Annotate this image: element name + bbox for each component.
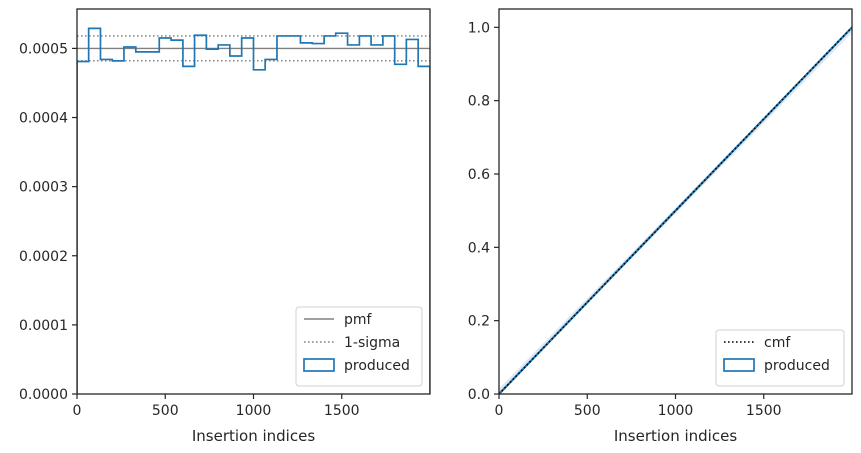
- y-tick-label: 0.0: [468, 387, 490, 403]
- x-tick-label: 0: [495, 403, 504, 419]
- legend-box: [295, 306, 423, 387]
- y-tick-label: 0.0001: [19, 318, 68, 334]
- x-tick-label: 1500: [746, 403, 782, 419]
- x-tick-label: 500: [152, 403, 179, 419]
- x-tick-label: 1500: [324, 403, 360, 419]
- legend-handle-produced: [723, 358, 755, 372]
- legend: pmf 1-sigma produced: [295, 306, 423, 387]
- legend-label: produced: [764, 358, 830, 374]
- legend-label: produced: [344, 358, 410, 374]
- legend-label: cmf: [764, 335, 791, 351]
- cmf-line: [499, 26, 852, 394]
- legend-handle-produced: [303, 358, 335, 372]
- cmf-panel: 0 500 1000 1500 0.0 0.2 0.4 0.6 0.8 1.0 Insertion …: [468, 8, 853, 445]
- x-tick-label: 500: [574, 403, 601, 419]
- produced-histogram: [77, 27, 430, 394]
- y-tick-label: 0.0004: [19, 111, 68, 127]
- y-tick-label: 0.0000: [19, 387, 68, 403]
- plot-area: [77, 27, 430, 394]
- legend: cmf produced: [715, 329, 845, 387]
- legend-label: 1-sigma: [344, 335, 400, 351]
- y-tick-label: 0.2: [468, 314, 490, 330]
- y-tick-label: 1.0: [468, 20, 490, 36]
- x-tick-label: 1000: [658, 403, 694, 419]
- x-tick-label: 0: [73, 403, 82, 419]
- y-tick-label: 0.4: [468, 240, 490, 256]
- x-tick-label: 1000: [236, 403, 272, 419]
- y-tick-label: 0.0002: [19, 249, 68, 265]
- y-tick-label: 0.8: [468, 94, 490, 110]
- legend-box: [715, 329, 845, 387]
- x-axis-label: Insertion indices: [614, 427, 737, 445]
- y-tick-label: 0.0005: [19, 41, 68, 57]
- pmf-panel: 0 500 1000 1500 0.0000 0.0001 0.0002 0.0003 0.00…: [19, 8, 431, 445]
- plot-area: [499, 26, 852, 394]
- y-tick-label: 0.6: [468, 167, 490, 183]
- y-tick-label: 0.0003: [19, 180, 68, 196]
- x-axis-label: Insertion indices: [192, 427, 315, 445]
- legend-label: pmf: [344, 312, 373, 328]
